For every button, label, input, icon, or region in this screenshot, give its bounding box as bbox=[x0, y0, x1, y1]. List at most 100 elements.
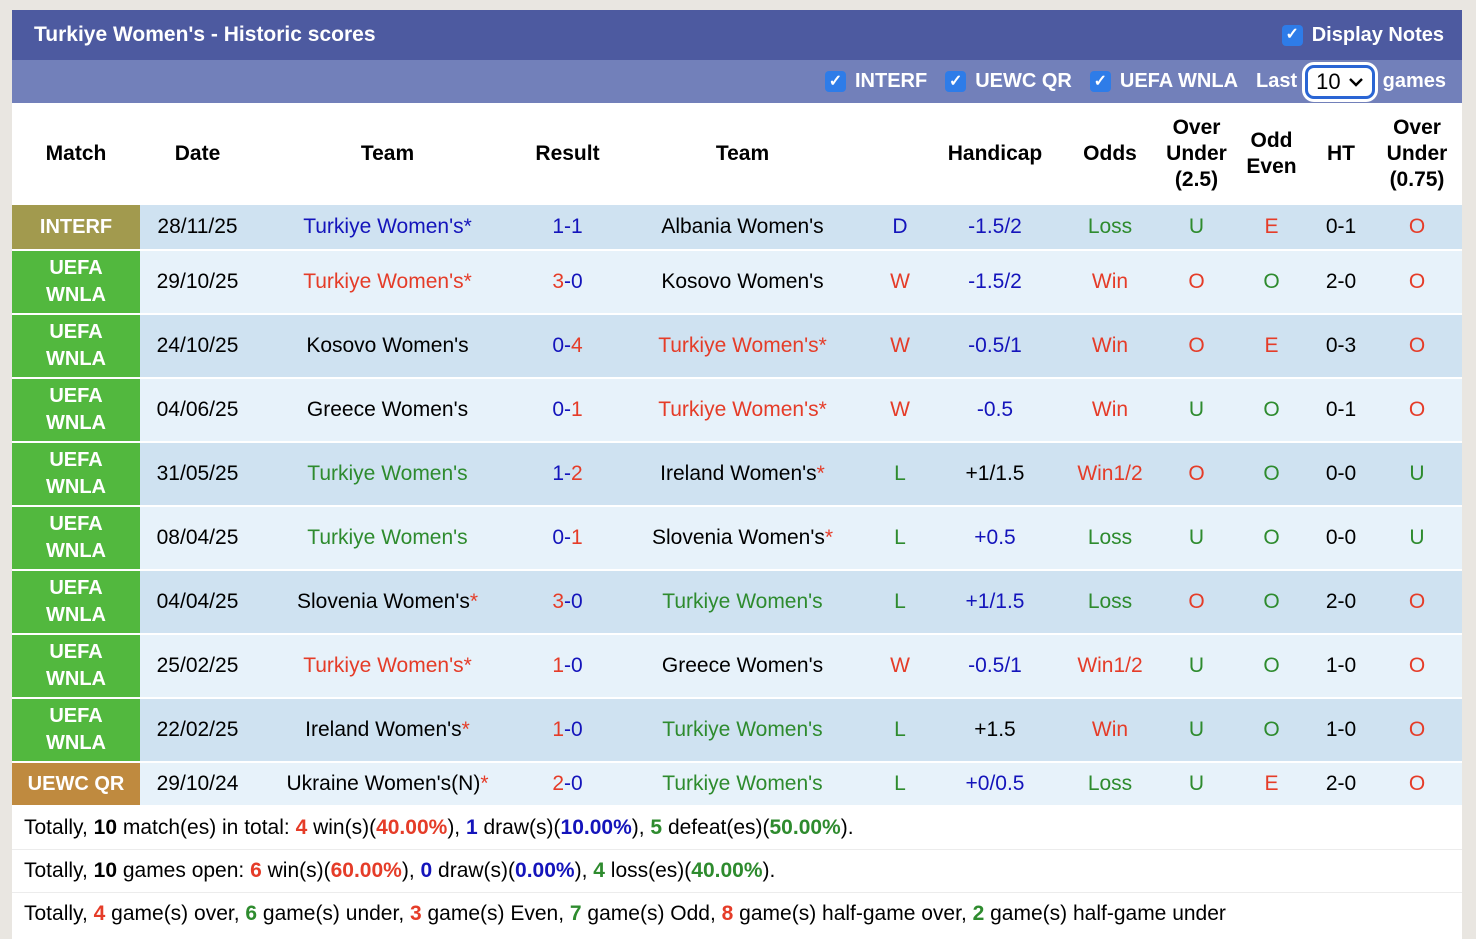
table-row: UEFA WNLA 04/06/25 Greece Women's 0-1 Turkiy… bbox=[12, 379, 1462, 443]
col-team-home: Team bbox=[255, 103, 520, 205]
over-under-075-cell: O bbox=[1372, 251, 1462, 315]
checkmark-icon: ✓ bbox=[828, 72, 843, 90]
wdl-cell: L bbox=[870, 443, 930, 507]
wdl-cell: W bbox=[870, 251, 930, 315]
league-badge: UEFA WNLA bbox=[12, 251, 140, 315]
result-cell: 0-1 bbox=[520, 507, 615, 571]
league-badge: UEFA WNLA bbox=[12, 379, 140, 443]
table-row: UEFA WNLA 25/02/25 Turkiye Women's* 1-0 Gree… bbox=[12, 635, 1462, 699]
date-cell: 31/05/25 bbox=[140, 443, 255, 507]
over-under-25-cell: O bbox=[1160, 251, 1233, 315]
uewc-qr-checkbox[interactable]: ✓ bbox=[945, 71, 967, 92]
wdl-cell: W bbox=[870, 635, 930, 699]
interf-checkbox[interactable]: ✓ bbox=[824, 71, 846, 92]
over-under-25-cell: U bbox=[1160, 507, 1233, 571]
over-under-25-cell: U bbox=[1160, 205, 1233, 251]
date-cell: 25/02/25 bbox=[140, 635, 255, 699]
summary-line: Totally, 10 match(es) in total: 4 win(s)… bbox=[12, 807, 1462, 850]
odds-cell: Loss bbox=[1060, 205, 1160, 251]
home-team-cell: Ukraine Women's(N)* bbox=[255, 763, 520, 807]
home-team-cell: Slovenia Women's* bbox=[255, 571, 520, 635]
ht-cell: 1-0 bbox=[1310, 699, 1372, 763]
filter-uefa-wnla: ✓ UEFA WNLA bbox=[1089, 70, 1238, 93]
col-result: Result bbox=[520, 103, 615, 205]
odds-cell: Win bbox=[1060, 699, 1160, 763]
display-notes-checkbox[interactable]: ✓ bbox=[1281, 24, 1303, 46]
last-games-control: Last 10 games bbox=[1256, 64, 1446, 99]
wdl-cell: L bbox=[870, 571, 930, 635]
odds-cell: Win1/2 bbox=[1060, 635, 1160, 699]
handicap-cell: +1/1.5 bbox=[930, 443, 1060, 507]
result-cell: 3-0 bbox=[520, 571, 615, 635]
date-cell: 24/10/25 bbox=[140, 315, 255, 379]
home-team-cell: Turkiye Women's* bbox=[255, 251, 520, 315]
away-team-cell: Albania Women's bbox=[615, 205, 870, 251]
odd-even-cell: O bbox=[1233, 571, 1310, 635]
historic-scores-table: Match Date Team Result Team Handicap Odd… bbox=[12, 103, 1462, 807]
handicap-cell: +1/1.5 bbox=[930, 571, 1060, 635]
odds-cell: Loss bbox=[1060, 763, 1160, 807]
league-badge: UEWC QR bbox=[12, 763, 140, 807]
ht-cell: 0-1 bbox=[1310, 205, 1372, 251]
table-row: UEFA WNLA 04/04/25 Slovenia Women's* 3-0 Tur… bbox=[12, 571, 1462, 635]
wdl-cell: L bbox=[870, 507, 930, 571]
odds-cell: Loss bbox=[1060, 571, 1160, 635]
col-team-away: Team bbox=[615, 103, 870, 205]
date-cell: 29/10/24 bbox=[140, 763, 255, 807]
odd-even-cell: O bbox=[1233, 443, 1310, 507]
handicap-cell: +0/0.5 bbox=[930, 763, 1060, 807]
odd-even-cell: O bbox=[1233, 635, 1310, 699]
home-team-cell: Turkiye Women's* bbox=[255, 205, 520, 251]
table-row: UEWC QR 29/10/24 Ukraine Women's(N)* 2-0 Tur… bbox=[12, 763, 1462, 807]
away-team-cell: Ireland Women's* bbox=[615, 443, 870, 507]
uefa-wnla-checkbox[interactable]: ✓ bbox=[1089, 71, 1111, 92]
over-under-25-cell: O bbox=[1160, 571, 1233, 635]
ht-cell: 2-0 bbox=[1310, 763, 1372, 807]
display-notes-toggle: ✓ Display Notes bbox=[1281, 24, 1444, 47]
result-cell: 1-1 bbox=[520, 205, 615, 251]
checkmark-icon: ✓ bbox=[949, 72, 963, 90]
away-team-cell: Kosovo Women's bbox=[615, 251, 870, 315]
filter-bar: ✓ INTERF ✓ UEWC QR ✓ UEFA WNLA Last 10 g… bbox=[12, 60, 1462, 103]
col-over-under-25: Over Under (2.5) bbox=[1160, 103, 1233, 205]
games-label: games bbox=[1382, 70, 1446, 92]
wdl-cell: L bbox=[870, 699, 930, 763]
date-cell: 04/06/25 bbox=[140, 379, 255, 443]
page: Turkiye Women's - Historic scores ✓ Disp… bbox=[12, 10, 1462, 939]
league-badge: UEFA WNLA bbox=[12, 443, 140, 507]
date-cell: 29/10/25 bbox=[140, 251, 255, 315]
date-cell: 04/04/25 bbox=[140, 571, 255, 635]
away-team-cell: Turkiye Women's bbox=[615, 571, 870, 635]
over-under-075-cell: O bbox=[1372, 635, 1462, 699]
table-header-row: Match Date Team Result Team Handicap Odd… bbox=[12, 103, 1462, 205]
table-row: UEFA WNLA 29/10/25 Turkiye Women's* 3-0 Koso… bbox=[12, 251, 1462, 315]
away-team-cell: Turkiye Women's bbox=[615, 699, 870, 763]
league-badge: UEFA WNLA bbox=[12, 507, 140, 571]
handicap-cell: -1.5/2 bbox=[930, 251, 1060, 315]
league-badge: UEFA WNLA bbox=[12, 635, 140, 699]
odd-even-cell: O bbox=[1233, 699, 1310, 763]
ht-cell: 0-0 bbox=[1310, 507, 1372, 571]
over-under-25-cell: U bbox=[1160, 379, 1233, 443]
odd-even-cell: O bbox=[1233, 507, 1310, 571]
home-team-cell: Greece Women's bbox=[255, 379, 520, 443]
away-team-cell: Slovenia Women's* bbox=[615, 507, 870, 571]
col-handicap: Handicap bbox=[930, 103, 1060, 205]
chevron-down-icon bbox=[1348, 77, 1363, 87]
checkmark-icon: ✓ bbox=[1285, 26, 1299, 43]
over-under-075-cell: O bbox=[1372, 763, 1462, 807]
games-count-select[interactable]: 10 bbox=[1305, 64, 1375, 99]
over-under-075-cell: O bbox=[1372, 315, 1462, 379]
filter-uewc-qr: ✓ UEWC QR bbox=[945, 70, 1072, 93]
over-under-075-cell: O bbox=[1372, 699, 1462, 763]
col-date: Date bbox=[140, 103, 255, 205]
date-cell: 22/02/25 bbox=[140, 699, 255, 763]
table-row: UEFA WNLA 24/10/25 Kosovo Women's 0-4 Turkiy… bbox=[12, 315, 1462, 379]
home-team-cell: Turkiye Women's bbox=[255, 507, 520, 571]
result-cell: 0-1 bbox=[520, 379, 615, 443]
home-team-cell: Turkiye Women's bbox=[255, 443, 520, 507]
col-odds: Odds bbox=[1060, 103, 1160, 205]
col-over-under-075: Over Under (0.75) bbox=[1372, 103, 1462, 205]
ht-cell: 2-0 bbox=[1310, 251, 1372, 315]
league-badge: UEFA WNLA bbox=[12, 699, 140, 763]
